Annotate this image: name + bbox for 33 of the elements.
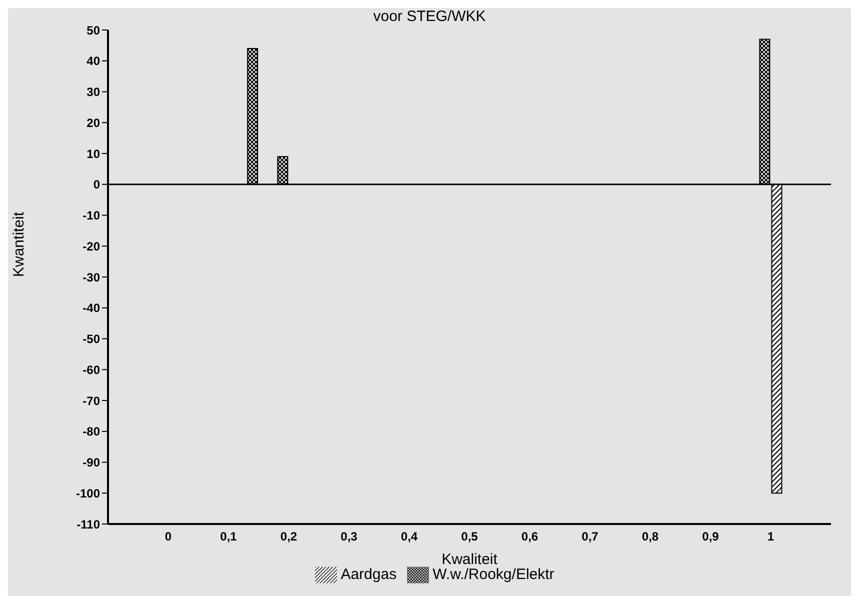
y-tick-label: -40 <box>82 301 100 316</box>
y-tick-label: -110 <box>76 517 100 532</box>
x-tick-label: 0,9 <box>702 530 720 544</box>
x-tick-label: 0,1 <box>220 530 238 544</box>
y-tick-label: 0 <box>93 178 100 192</box>
y-tick-label: -30 <box>82 270 100 284</box>
x-tick-label: 0,7 <box>582 530 599 544</box>
y-tick-label: -10 <box>82 208 100 223</box>
y-tick-label: 40 <box>86 54 100 68</box>
y-axis-title: Kwantiteit <box>10 211 28 277</box>
y-tick-label: -50 <box>82 332 100 346</box>
y-tick-label: 20 <box>86 116 100 130</box>
legend-label: W.w./Rookg/Elektr <box>432 566 554 583</box>
y-tick-label: -60 <box>82 362 100 377</box>
x-axis-title: Kwaliteit <box>442 551 498 568</box>
x-tick-label: 0,8 <box>642 530 659 544</box>
y-tick-label: -90 <box>82 456 100 470</box>
y-tick-label: 10 <box>86 146 100 161</box>
x-tick-label: 0,6 <box>521 530 538 544</box>
y-tick-label: 50 <box>86 23 100 38</box>
y-tick-label: -70 <box>82 394 100 408</box>
chart-title: voor STEG/WKK <box>373 8 486 25</box>
y-tick-label: -100 <box>76 486 100 500</box>
x-tick-label: 0,2 <box>280 530 298 544</box>
y-tick-label: 30 <box>86 85 100 100</box>
y-tick-label: -80 <box>82 424 100 439</box>
y-tick-label: -20 <box>82 239 100 254</box>
x-tick-label: 0,4 <box>400 530 418 544</box>
x-tick-label: 0,3 <box>340 530 358 544</box>
x-tick-label: 0,5 <box>461 530 478 544</box>
x-tick-label: 1 <box>767 530 774 544</box>
legend-label: Aardgas <box>340 566 397 583</box>
x-tick-label: 0 <box>164 530 172 544</box>
